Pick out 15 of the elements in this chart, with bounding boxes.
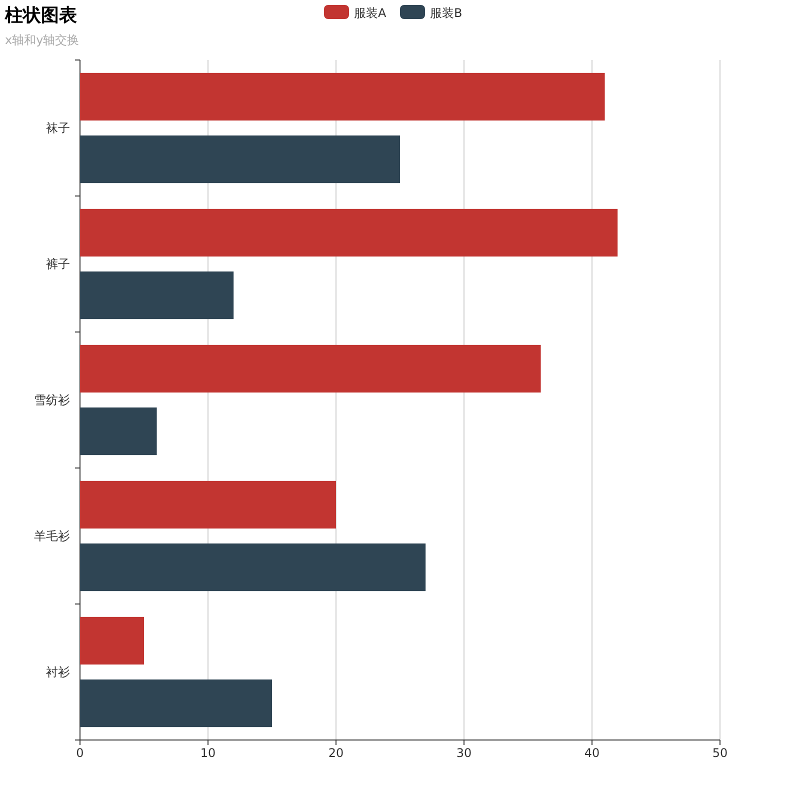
chart-title: 柱状图表 bbox=[4, 5, 77, 26]
chart-subtitle: x轴和y轴交换 bbox=[5, 33, 80, 47]
x-tick-label: 50 bbox=[712, 746, 728, 760]
x-tick-label: 20 bbox=[328, 746, 344, 760]
y-tick-label: 雪纺衫 bbox=[34, 393, 70, 407]
y-tick-label: 羊毛衫 bbox=[34, 529, 70, 543]
legend-label: 服装B bbox=[430, 6, 462, 20]
x-tick-label: 0 bbox=[76, 746, 84, 760]
y-tick-label: 袜子 bbox=[46, 121, 70, 135]
y-tick-label: 衬衫 bbox=[46, 665, 70, 679]
legend-label: 服装A bbox=[354, 6, 387, 20]
x-tick-label: 30 bbox=[456, 746, 472, 760]
x-tick-label: 40 bbox=[584, 746, 600, 760]
x-tick-label: 10 bbox=[200, 746, 216, 760]
y-tick-label: 裤子 bbox=[46, 257, 70, 271]
